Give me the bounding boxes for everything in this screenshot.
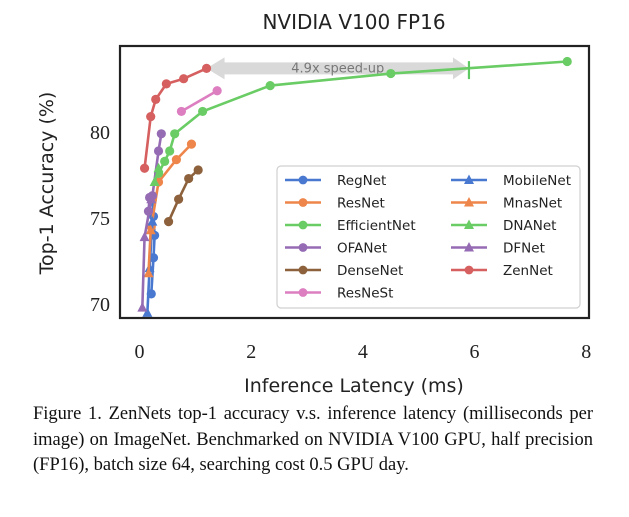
legend-item: EfficientNet [285, 218, 416, 234]
x-tick-label: 6 [470, 341, 480, 363]
legend-item: ResNet [285, 196, 385, 212]
legend-label: EfficientNet [337, 218, 416, 234]
speedup-annotation: 4.9x speed-up [206, 57, 469, 80]
legend-label: ResNet [337, 196, 385, 212]
legend-item: MobileNet [451, 173, 571, 189]
legend-item: OFANet [285, 241, 387, 257]
data-point [265, 80, 275, 91]
data-point [170, 129, 180, 139]
series-dfnet [137, 193, 157, 312]
legend-item: DFNet [451, 241, 545, 257]
data-point [212, 86, 222, 96]
data-point [149, 176, 160, 186]
series-efficientnet [153, 56, 572, 178]
legend-marker [298, 175, 308, 185]
legend-label: DFNet [503, 241, 545, 257]
x-tick-label: 8 [581, 341, 591, 363]
chart: NVIDIA V100 FP16 4.9x speed-up 0 2 4 6 8 70 75… [36, 10, 591, 397]
data-point [562, 56, 572, 67]
y-tick-label: 75 [90, 208, 110, 230]
data-point [143, 267, 154, 278]
data-point [184, 173, 194, 184]
legend-label: MnasNet [503, 196, 562, 212]
x-tick-label: 4 [358, 341, 368, 363]
data-point [176, 106, 187, 117]
x-tick-label: 2 [246, 341, 256, 363]
x-axis-label: Inference Latency (ms) [244, 375, 464, 397]
data-point [142, 307, 153, 317]
series-mnasnet [143, 224, 156, 278]
data-point [174, 194, 184, 204]
series-group [137, 56, 572, 317]
data-point [165, 146, 175, 156]
figure-caption: Figure 1. ZenNets top-1 accuracy v.s. in… [33, 404, 593, 475]
series-line [149, 143, 193, 227]
data-point [137, 302, 148, 312]
data-point [193, 165, 203, 175]
data-point [186, 139, 197, 149]
series-line [157, 60, 568, 174]
data-point [153, 162, 164, 173]
data-point [145, 224, 156, 235]
data-point [386, 68, 396, 79]
x-tick-label: 0 [135, 341, 145, 363]
data-point [160, 156, 170, 166]
legend-item: ZenNet [451, 263, 553, 279]
legend-marker [464, 219, 474, 229]
series-dnanet [149, 162, 164, 186]
legend-item: MnasNet [451, 196, 562, 212]
legend-item: RegNet [285, 173, 386, 189]
legend-label: MobileNet [503, 173, 571, 189]
series-zennet [139, 63, 212, 173]
data-point [151, 94, 161, 104]
legend-marker [298, 220, 308, 230]
data-point [139, 163, 150, 173]
data-point [161, 79, 171, 89]
speedup-label: 4.9x speed-up [291, 61, 384, 76]
y-tick-label: 70 [90, 294, 110, 316]
legend-marker [464, 265, 474, 275]
legend-item: ResNeSt [285, 286, 393, 302]
series-line [180, 89, 218, 113]
legend-label: RegNet [337, 173, 386, 189]
legend-box [276, 165, 581, 309]
legend: RegNet ResNet EfficientNet OFANet DenseNet Re… [276, 165, 581, 309]
data-point [201, 63, 212, 73]
data-point [139, 231, 150, 242]
data-point [147, 216, 158, 226]
series-line [147, 230, 153, 274]
legend-marker [298, 265, 308, 275]
series-line [167, 168, 200, 223]
data-point [146, 193, 157, 204]
legend-item: DNANet [451, 218, 556, 234]
chart-title: NVIDIA V100 FP16 [262, 10, 445, 34]
legend-item: DenseNet [285, 263, 403, 279]
legend-label: ZenNet [503, 263, 553, 279]
legend-marker [298, 198, 308, 207]
legend-marker [298, 243, 308, 252]
data-point [163, 216, 174, 227]
legend-label: ResNeSt [337, 286, 393, 302]
data-point [179, 74, 189, 84]
legend-label: DNANet [503, 218, 556, 234]
data-point [153, 146, 164, 156]
series-resnest [176, 86, 222, 117]
plot-frame [118, 44, 591, 320]
y-axis-label: Top-1 Accuracy (%) [36, 92, 58, 276]
y-tick-label: 80 [90, 122, 110, 144]
legend-marker [464, 174, 474, 184]
data-point [156, 129, 166, 139]
legend-marker [298, 288, 308, 297]
legend-marker [464, 197, 474, 207]
data-point [146, 111, 156, 122]
axis-ticks: 0 2 4 6 8 70 75 80 [90, 122, 591, 363]
data-point [198, 106, 208, 117]
series-densenet [163, 165, 203, 227]
data-point [171, 155, 181, 165]
legend-marker [464, 242, 474, 252]
legend-label: DenseNet [337, 263, 403, 279]
legend-label: OFANet [337, 241, 387, 257]
